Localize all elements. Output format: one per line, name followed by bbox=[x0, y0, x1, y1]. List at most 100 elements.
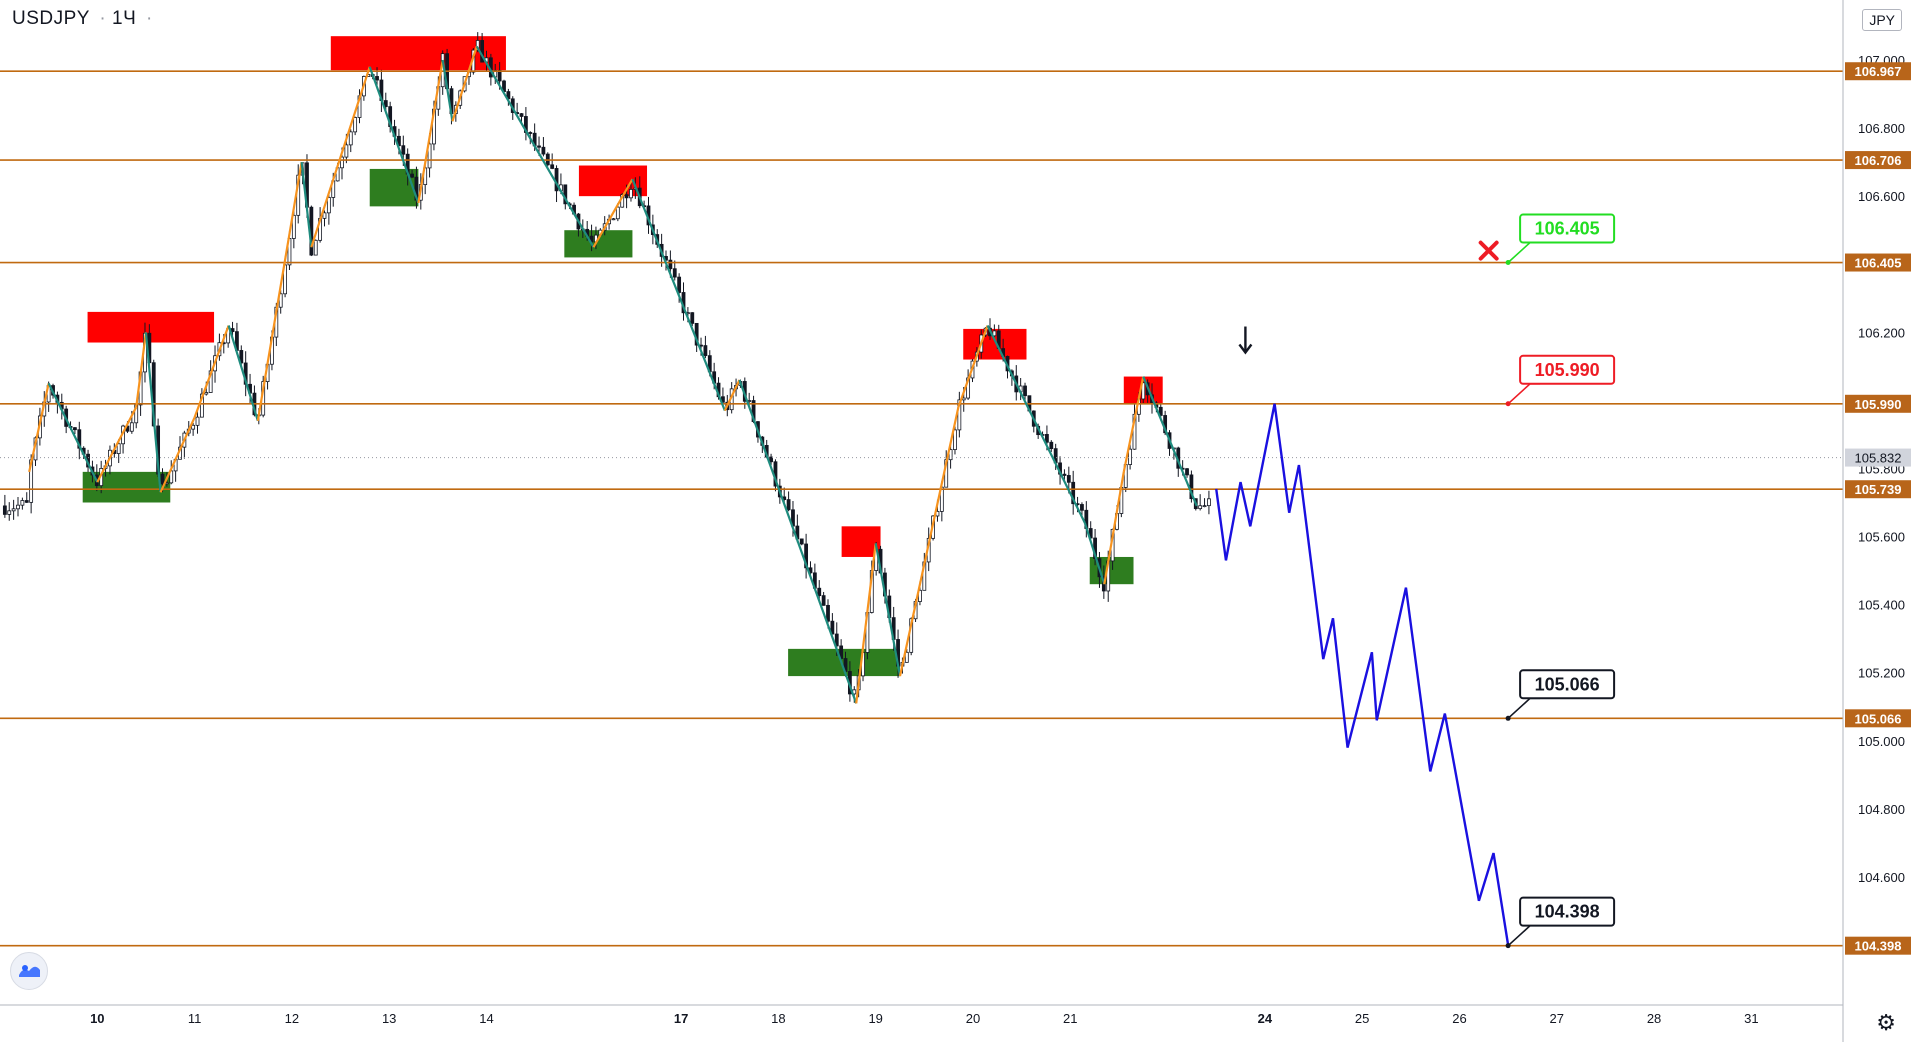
time-tick-label: 27 bbox=[1550, 1011, 1564, 1026]
candle-body bbox=[528, 132, 533, 134]
zigzag-up-segment bbox=[898, 406, 960, 677]
target-callout: 105.066 bbox=[1505, 669, 1616, 721]
candle-body bbox=[313, 239, 318, 256]
zigzag-up-segment bbox=[310, 66, 371, 248]
interval-label: 1Ч bbox=[112, 8, 137, 29]
time-tick-label: 17 bbox=[674, 1011, 688, 1026]
currency-badge[interactable]: JPY bbox=[1862, 9, 1902, 31]
candle-body bbox=[550, 164, 555, 169]
level-price-text: 105.739 bbox=[1855, 482, 1902, 497]
candle-body bbox=[672, 268, 677, 278]
candle-body bbox=[629, 189, 633, 199]
target-callout: 105.990 bbox=[1505, 354, 1616, 407]
candle-body bbox=[953, 429, 957, 451]
candle-body bbox=[834, 633, 839, 647]
candle-body bbox=[1198, 505, 1203, 510]
target-callout: 106.405 bbox=[1505, 213, 1616, 266]
candle-body bbox=[1185, 468, 1189, 476]
zigzag-up-segment bbox=[159, 416, 196, 493]
candle-body bbox=[1207, 498, 1211, 507]
zigzag-up-segment bbox=[855, 543, 877, 704]
candle-body bbox=[322, 212, 327, 219]
chart-logo-icon[interactable] bbox=[10, 952, 48, 990]
candle-body bbox=[239, 350, 244, 364]
gear-icon[interactable]: ⚙ bbox=[1876, 1010, 1896, 1035]
target-labels-layer: 106.405 105.990 105.066 104.398 bbox=[1505, 213, 1616, 949]
candle-body bbox=[769, 456, 773, 463]
zigzag-down-segment bbox=[1083, 522, 1106, 585]
zigzag-down-segment bbox=[631, 178, 726, 412]
target-leader bbox=[1507, 697, 1541, 719]
level-price-text: 106.706 bbox=[1855, 153, 1902, 168]
candle-body bbox=[116, 443, 121, 454]
candle-body bbox=[199, 393, 204, 418]
level-price-text: 105.066 bbox=[1855, 711, 1902, 726]
level-price-tag bbox=[1845, 936, 1911, 955]
target-leader bbox=[1507, 924, 1541, 947]
target-label: 104.398 bbox=[1535, 902, 1600, 922]
time-tick-label: 25 bbox=[1355, 1011, 1369, 1026]
title-separator: · bbox=[99, 8, 107, 29]
zigzag-layer bbox=[28, 45, 1198, 704]
candle-body bbox=[957, 399, 962, 431]
candle-body bbox=[624, 194, 629, 199]
time-tick-label: 24 bbox=[1258, 1011, 1273, 1026]
candle-body bbox=[703, 345, 708, 357]
time-tick-label: 31 bbox=[1744, 1011, 1758, 1026]
candle-body bbox=[348, 131, 353, 146]
candle-body bbox=[16, 504, 20, 510]
target-label: 105.990 bbox=[1535, 360, 1600, 380]
price-tick-label: 106.600 bbox=[1858, 189, 1905, 204]
candle-body bbox=[129, 422, 134, 432]
zigzag-up-segment bbox=[723, 379, 741, 412]
time-axis[interactable]: 10 11 12 13 14 17 18 19 20 21 24 25 26 27 28 31 bbox=[0, 1004, 1843, 1026]
last-price-tag bbox=[1845, 448, 1911, 467]
candle-body bbox=[830, 620, 835, 635]
level-price-text: 105.990 bbox=[1855, 397, 1902, 412]
zigzag-down-segment bbox=[368, 66, 420, 204]
candle-body bbox=[344, 144, 349, 158]
candle-body bbox=[195, 416, 200, 426]
zigzag-down-segment bbox=[227, 325, 259, 422]
target-leader bbox=[1507, 382, 1541, 405]
time-tick-label: 19 bbox=[868, 1011, 882, 1026]
candle-body bbox=[1049, 441, 1054, 450]
zigzag-down-segment bbox=[738, 379, 858, 704]
candle-body bbox=[410, 173, 414, 178]
price-axis[interactable]: 104.600 104.800 105.000 105.200 105.400 105.6… bbox=[1842, 0, 1920, 1042]
time-tick-label: 12 bbox=[285, 1011, 299, 1026]
candle-body bbox=[690, 312, 695, 324]
target-box bbox=[1519, 669, 1616, 700]
candle-body bbox=[821, 595, 826, 606]
demand-zone bbox=[564, 230, 633, 258]
candle-body bbox=[786, 499, 791, 511]
symbol-title[interactable]: USDJPY · 1Ч · bbox=[12, 8, 153, 30]
candle-body bbox=[427, 143, 432, 169]
target-callout: 104.398 bbox=[1505, 896, 1616, 949]
candles-layer bbox=[2, 32, 1211, 703]
candle-body bbox=[2, 505, 7, 515]
candle-body bbox=[291, 214, 296, 239]
title-separator-2: · bbox=[146, 8, 153, 29]
forecast-layer bbox=[1215, 403, 1510, 946]
target-box bbox=[1519, 354, 1616, 385]
zigzag-up-segment bbox=[1103, 471, 1125, 585]
level-price-tag bbox=[1845, 62, 1911, 81]
candle-body bbox=[799, 538, 804, 545]
markers-layer bbox=[1238, 240, 1499, 355]
price-axis-bg bbox=[1843, 0, 1920, 1042]
candle-body bbox=[541, 146, 546, 155]
level-price-tag bbox=[1845, 480, 1911, 499]
time-tick-label: 11 bbox=[188, 1011, 202, 1026]
candle-body bbox=[24, 500, 29, 503]
time-tick-label: 20 bbox=[966, 1011, 980, 1026]
candle-body bbox=[401, 145, 406, 155]
candle-body bbox=[191, 424, 196, 430]
target-leader bbox=[1507, 241, 1541, 264]
candle-body bbox=[326, 197, 331, 214]
candle-body bbox=[340, 156, 344, 169]
zigzag-down-segment bbox=[874, 543, 902, 677]
zigzag-up-segment bbox=[193, 325, 230, 418]
candle-body bbox=[73, 427, 77, 431]
